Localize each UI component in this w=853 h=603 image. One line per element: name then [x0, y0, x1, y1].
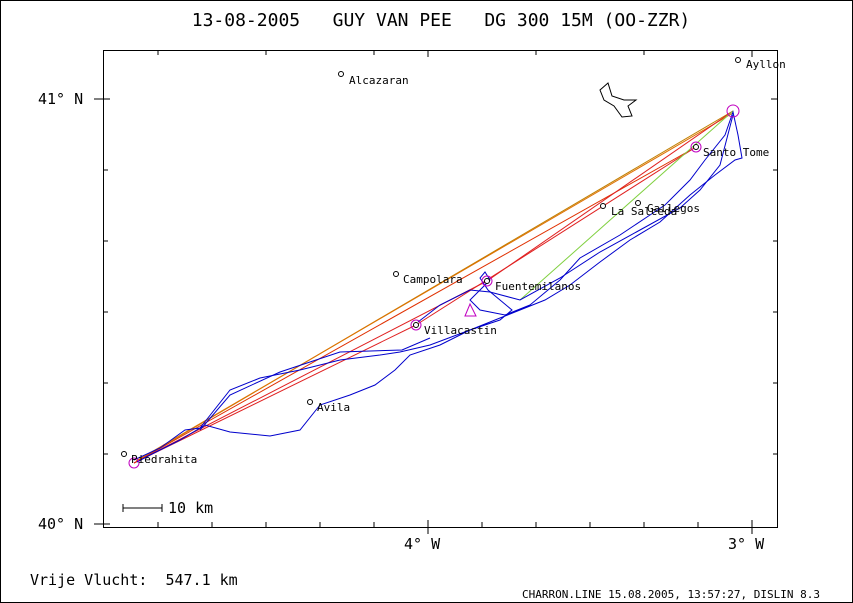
flight-track [133, 110, 743, 463]
flight-track [417, 114, 734, 323]
place-label: Ayllon [746, 58, 786, 71]
lon-label: 4° W [404, 535, 441, 553]
lon-label: 3° W [728, 535, 765, 553]
place-label: Villacastin [424, 324, 497, 337]
scale-label: 10 km [168, 499, 213, 517]
lat-label: 41° N [38, 90, 83, 108]
place-label: La Salceda [611, 205, 677, 218]
task-legs [133, 110, 734, 464]
place-label: Fuentemilanos [495, 280, 581, 293]
start-marker [464, 302, 477, 317]
plot-frame [103, 50, 778, 528]
place-label: Piedrahita [131, 453, 197, 466]
airspace-outline [599, 82, 638, 118]
place-label: Gallegos [647, 202, 700, 215]
place-markers [121, 57, 741, 457]
scale-bar [122, 504, 163, 512]
distance: Vrije Vlucht: 547.1 km [30, 571, 238, 589]
lat-label: 40° N [38, 515, 83, 533]
turnpoint-rings [128, 104, 740, 469]
flight-track [199, 337, 431, 431]
credits: CHARRON.LINE 15.08.2005, 13:57:27, DISLI… [522, 588, 820, 601]
place-label: Avila [317, 401, 350, 414]
place-label: Campolara [403, 273, 463, 286]
place-label: Santo Tome [703, 146, 769, 159]
place-label: Alcazaran [349, 74, 409, 87]
title: 13-08-2005 GUY VAN PEE DG 300 15M (OO-ZZ… [192, 10, 691, 31]
ticks [94, 50, 778, 534]
